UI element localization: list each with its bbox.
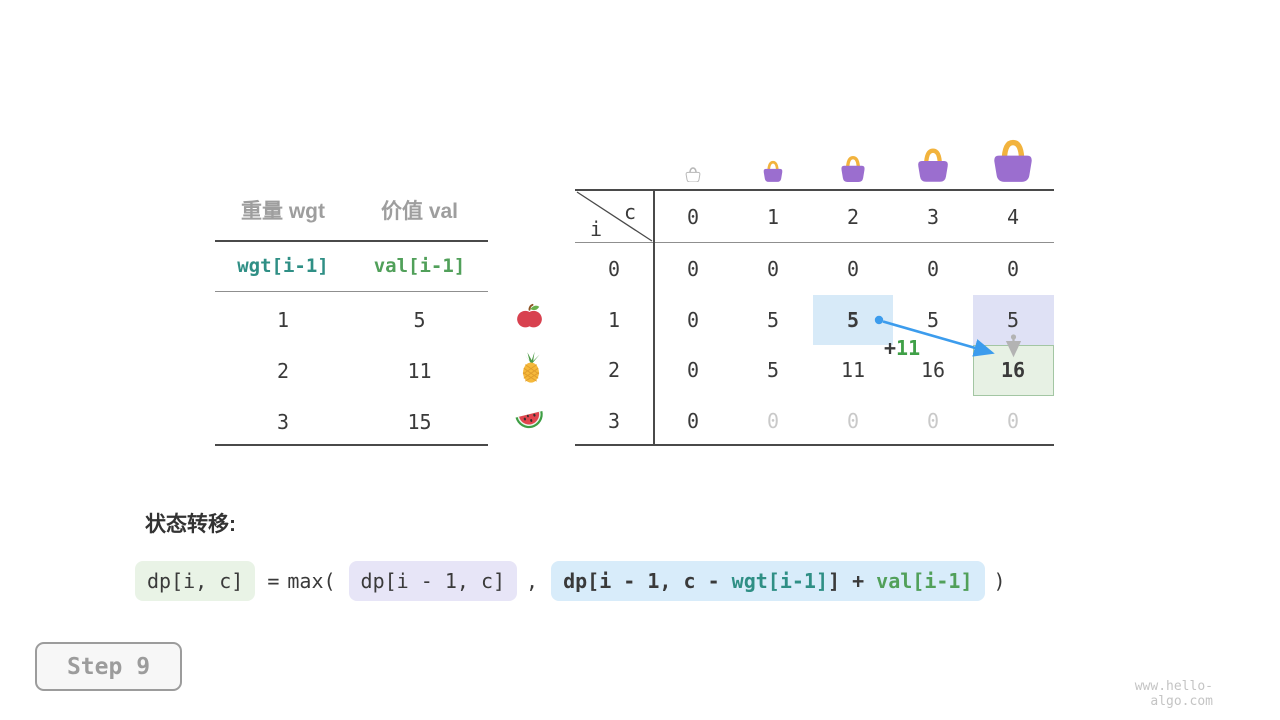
items-table-top-rule [215,240,488,242]
item-weight-2: 2 [276,359,290,383]
col-header-0: 0 [686,205,700,229]
dp-cell: 0 [926,257,940,281]
empty-bag-icon [684,166,702,182]
formula-equals: = [267,569,280,593]
dp-cell: 0 [766,409,780,433]
dp-cell: 0 [1006,257,1020,281]
row-header-0: 0 [607,257,621,281]
dp-cell: 0 [686,308,700,332]
step-label: Step 9 [66,653,151,680]
arg2-val-term: val[i-1] [876,569,973,593]
items-table-bottom-rule [215,444,488,446]
item-value-1: 5 [413,308,426,332]
formula-comma: , [526,569,539,593]
plus-sign: + [884,336,897,360]
col-header-1: 1 [766,205,780,229]
watermark: www.hello-algo.com [1134,679,1213,709]
dp-table-top-rule [575,189,1054,191]
dp-cell: 0 [846,409,860,433]
formula-arg1: dp[i - 1, c] [348,561,518,601]
items-table-header-weight: 重量 wgt [241,200,325,223]
row-header-2: 2 [607,358,621,382]
formula-max-open: max( [287,569,336,593]
item-value-3: 15 [407,410,432,434]
formula-lhs: dp[i, c] [135,561,256,601]
col-header-3: 3 [926,205,940,229]
watermelon-icon [514,406,546,434]
item-weight-1: 1 [276,308,290,332]
dp-cell-target: 16 [1000,358,1026,382]
dp-cell: 0 [926,409,940,433]
items-table-var-weight: wgt[i-1] [237,255,329,277]
item-value-2: 11 [407,359,432,383]
row-header-3: 3 [607,409,621,433]
dp-table-vertical-rule [653,189,655,446]
dp-cell: 11 [840,358,866,382]
apple-icon [516,303,543,330]
step-indicator: Step 9 [35,642,182,691]
dp-cell-above: 5 [1006,308,1020,332]
col-header-2: 2 [846,205,860,229]
items-table-header-value: 价值 val [380,200,459,223]
added-value: 11 [896,336,921,360]
dp-cell: 0 [846,257,860,281]
handbag-icon [761,160,785,182]
formula-arg2: dp[i - 1, c - wgt[i-1]] + val[i-1] [551,561,985,601]
dp-table-bottom-rule [575,444,1054,446]
item-weight-3: 3 [276,410,290,434]
arg2-mid: ] + [828,569,877,593]
handbag-icon [989,138,1037,182]
dp-cell: 0 [686,358,700,382]
corner-row-label: i [590,217,603,241]
row-header-1: 1 [607,308,621,332]
dp-cell: 5 [766,308,780,332]
items-table-mid-rule [215,291,488,292]
dp-cell: 16 [920,358,946,382]
dp-cell: 0 [686,257,700,281]
state-transition-formula: dp[i, c] = max( dp[i - 1, c] , dp[i - 1,… [135,558,1010,604]
dp-cell: 0 [686,409,700,433]
formula-close-paren: ) [993,569,1006,593]
corner-col-label: c [624,200,637,224]
handbag-icon [914,147,952,182]
arg2-wgt-term: wgt[i-1] [731,569,828,593]
dp-cell: 0 [766,257,780,281]
items-table-var-value: val[i-1] [373,255,466,277]
dp-cell: 0 [1006,409,1020,433]
dp-cell-source: 5 [846,308,860,332]
add-value-annotation: +11 [884,336,920,360]
dp-cell: 5 [766,358,780,382]
col-header-4: 4 [1006,205,1020,229]
pineapple-icon [518,351,544,384]
dp-table-header-rule [575,242,1054,243]
arg2-prefix: dp[i - 1, c - [563,569,732,593]
state-transition-title: 状态转移: [145,513,236,536]
handbag-icon [838,155,868,182]
